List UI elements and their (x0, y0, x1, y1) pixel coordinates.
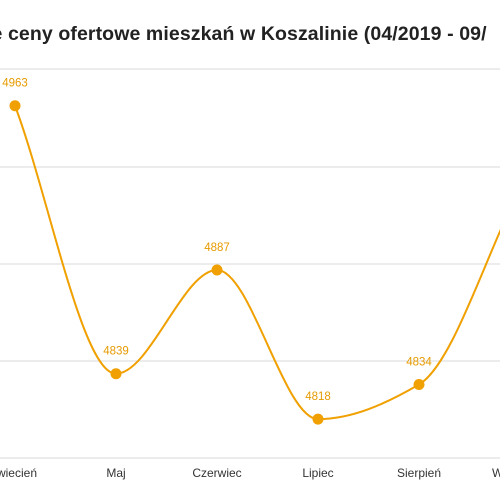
gridlines (0, 68, 500, 459)
x-tick-label: Lipiec (302, 466, 333, 480)
data-point[interactable] (413, 379, 425, 391)
data-label: 4839 (103, 346, 129, 358)
data-label: 4818 (305, 391, 331, 403)
series-layer (9, 100, 500, 425)
data-label: 4834 (406, 357, 432, 369)
data-point[interactable] (9, 100, 21, 112)
x-tick-label: Maj (106, 466, 125, 480)
x-tick-label: W (492, 466, 500, 480)
x-tick-label: Czerwiec (192, 466, 241, 480)
x-tick-label: Sierpień (397, 466, 441, 480)
label-layer: 4963 4839 4887 4818 4834 wiecień Maj Czerwiec Li… (0, 78, 500, 480)
data-point[interactable] (312, 413, 324, 425)
series-line (14, 105, 500, 421)
chart-title: ie ceny ofertowe mieszkań w Koszalinie (… (0, 23, 487, 45)
data-point[interactable] (211, 264, 223, 276)
data-label: 4887 (204, 242, 230, 254)
data-point[interactable] (110, 368, 122, 380)
data-label: 4963 (2, 78, 28, 90)
x-tick-label: wiecień (0, 466, 37, 480)
